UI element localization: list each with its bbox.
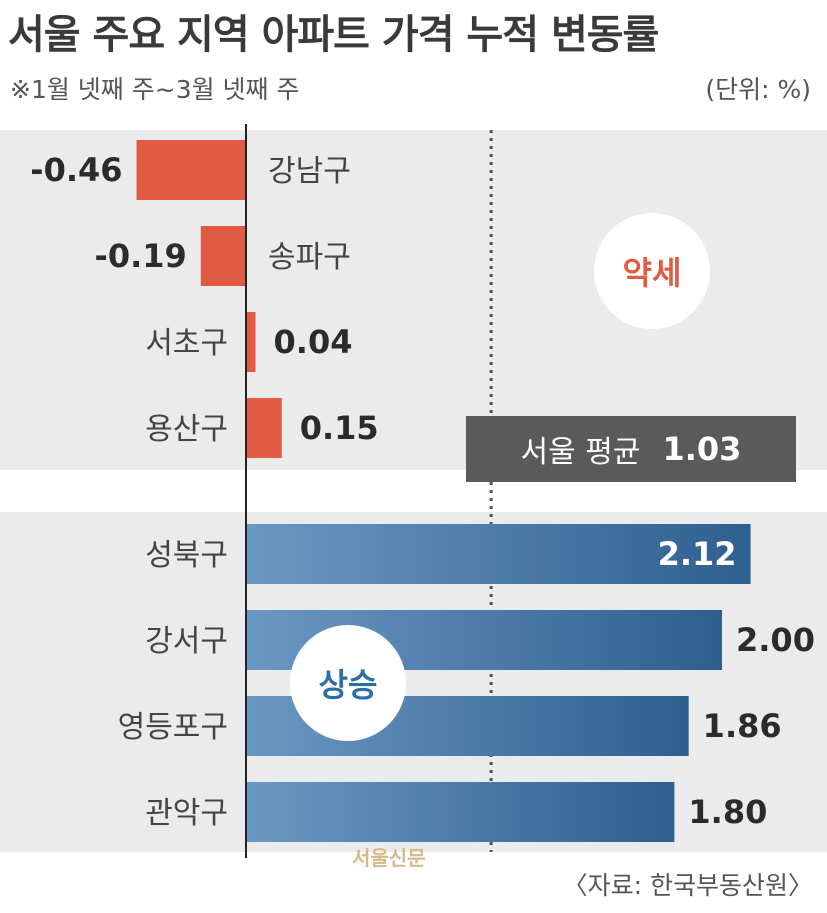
category-label: 성북구 bbox=[145, 538, 228, 573]
value-label: -0.46 bbox=[30, 151, 122, 189]
value-label: 2.12 bbox=[658, 535, 737, 573]
value-label: 0.04 bbox=[274, 323, 353, 361]
bar-weak-1 bbox=[200, 226, 246, 286]
watermark: 서울신문 bbox=[352, 846, 426, 870]
bar-weak-0 bbox=[136, 140, 246, 200]
seoul-average-value: 1.03 bbox=[662, 430, 742, 468]
bar-rise-3 bbox=[246, 782, 675, 842]
category-label: 강남구 bbox=[268, 154, 351, 189]
seoul-average-label: 서울 평균 bbox=[520, 435, 641, 470]
category-label: 강서구 bbox=[145, 624, 228, 659]
bar-weak-2 bbox=[246, 312, 256, 372]
bar-rise-0 bbox=[246, 524, 751, 584]
bar-weak-3 bbox=[246, 398, 282, 458]
category-label: 송파구 bbox=[268, 240, 351, 275]
value-label: 0.15 bbox=[300, 409, 379, 447]
unit-label: (단위: %) bbox=[705, 75, 811, 104]
chart-subtitle: ※1월 넷째 주~3월 넷째 주 bbox=[10, 75, 300, 104]
chart-title: 서울 주요 지역 아파트 가격 누적 변동률 bbox=[8, 12, 659, 58]
value-label: 1.86 bbox=[703, 707, 782, 745]
source-note: 〈자료: 한국부동산원〉 bbox=[562, 871, 813, 900]
category-label: 용산구 bbox=[145, 412, 228, 447]
seoul-average-box: 서울 평균 1.03 bbox=[466, 416, 796, 482]
value-label: 1.80 bbox=[688, 793, 767, 831]
value-label: 2.00 bbox=[736, 621, 815, 659]
category-label: 관악구 bbox=[145, 796, 228, 831]
category-label: 서초구 bbox=[145, 326, 228, 361]
value-label: -0.19 bbox=[95, 237, 187, 275]
rise-badge: 상승 bbox=[290, 625, 406, 741]
weak-badge: 약세 bbox=[594, 213, 710, 329]
category-label: 영등포구 bbox=[118, 710, 228, 745]
